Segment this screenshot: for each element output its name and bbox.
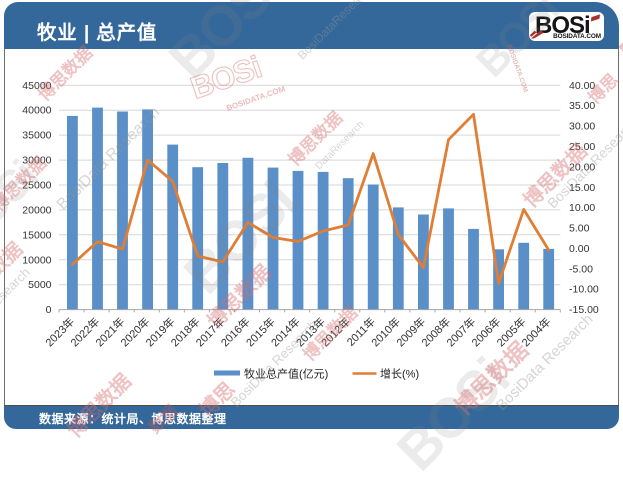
svg-text:10.00: 10.00	[569, 202, 595, 214]
svg-text:-10.00: -10.00	[569, 284, 599, 296]
svg-text:-5.00: -5.00	[569, 263, 593, 275]
svg-text:5000: 5000	[28, 279, 52, 291]
svg-text:0.00: 0.00	[569, 243, 590, 255]
svg-text:25.00: 25.00	[569, 141, 595, 153]
svg-text:0: 0	[46, 304, 52, 316]
svg-text:30.00: 30.00	[569, 121, 595, 133]
svg-text:10000: 10000	[22, 254, 51, 266]
svg-text:45000: 45000	[22, 80, 51, 92]
svg-text:15.00: 15.00	[569, 182, 595, 194]
svg-text:-15.00: -15.00	[569, 304, 599, 316]
svg-text:35.00: 35.00	[569, 100, 595, 112]
svg-text:30000: 30000	[22, 155, 51, 167]
svg-text:25000: 25000	[22, 180, 51, 192]
svg-text:20000: 20000	[22, 204, 51, 216]
svg-text:增长(%): 增长(%)	[380, 367, 419, 381]
svg-text:牧业总产值(亿元): 牧业总产值(亿元)	[244, 367, 328, 381]
svg-text:5.00: 5.00	[569, 223, 590, 235]
svg-text:15000: 15000	[22, 229, 51, 241]
svg-text:20.00: 20.00	[569, 161, 595, 173]
svg-text:40.00: 40.00	[569, 80, 595, 92]
svg-text:40000: 40000	[22, 105, 51, 117]
svg-text:35000: 35000	[22, 130, 51, 142]
